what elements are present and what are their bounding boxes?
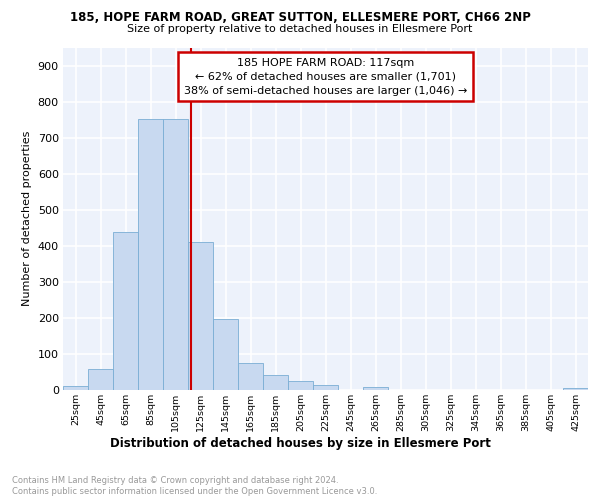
- Bar: [213, 319, 238, 390]
- Bar: [63, 386, 88, 390]
- Text: Size of property relative to detached houses in Ellesmere Port: Size of property relative to detached ho…: [127, 24, 473, 34]
- Bar: [288, 380, 313, 390]
- Bar: [313, 386, 338, 390]
- Bar: [238, 363, 263, 390]
- Text: 185 HOPE FARM ROAD: 117sqm
← 62% of detached houses are smaller (1,701)
38% of s: 185 HOPE FARM ROAD: 117sqm ← 62% of deta…: [184, 58, 467, 96]
- Bar: [563, 388, 588, 390]
- Bar: [188, 242, 213, 390]
- Text: Contains public sector information licensed under the Open Government Licence v3: Contains public sector information licen…: [12, 487, 377, 496]
- Bar: [363, 388, 388, 390]
- Bar: [88, 369, 113, 390]
- Y-axis label: Number of detached properties: Number of detached properties: [22, 131, 32, 306]
- Text: Contains HM Land Registry data © Crown copyright and database right 2024.: Contains HM Land Registry data © Crown c…: [12, 476, 338, 485]
- Text: Distribution of detached houses by size in Ellesmere Port: Distribution of detached houses by size …: [110, 438, 490, 450]
- Bar: [163, 119, 188, 390]
- Bar: [263, 375, 288, 390]
- Text: 185, HOPE FARM ROAD, GREAT SUTTON, ELLESMERE PORT, CH66 2NP: 185, HOPE FARM ROAD, GREAT SUTTON, ELLES…: [70, 11, 530, 24]
- Bar: [138, 119, 163, 390]
- Bar: [113, 232, 138, 390]
